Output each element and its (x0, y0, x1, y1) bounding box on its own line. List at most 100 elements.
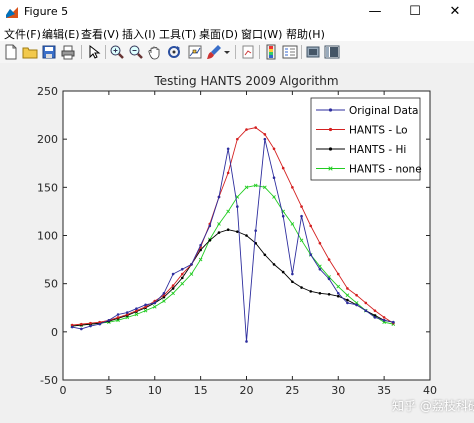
zoom-in-icon[interactable] (109, 44, 125, 60)
save-icon[interactable] (41, 44, 57, 60)
insert-legend-icon[interactable] (282, 44, 298, 60)
figure-area: Testing HANTS 2009 Algorithm 0 5 10 15 20 25 3… (0, 63, 474, 419)
data-point (125, 313, 129, 316)
rotate-3d-icon[interactable] (166, 44, 182, 60)
y-tick-label: 200 (37, 133, 58, 146)
series-line (72, 229, 394, 327)
legend-label: HANTS - none (349, 164, 422, 176)
data-point (144, 305, 147, 309)
data-point (336, 272, 340, 276)
menu-view[interactable]: 查看(V) (81, 28, 120, 41)
data-point (291, 272, 294, 276)
data-point (263, 253, 267, 257)
y-tick-label: 100 (37, 230, 58, 243)
show-plot-tools-icon[interactable] (324, 44, 340, 60)
data-point (336, 294, 340, 298)
data-point (281, 214, 285, 218)
zoom-out-icon[interactable] (128, 44, 144, 60)
data-point (263, 185, 267, 190)
data-point (171, 272, 175, 276)
maximize-button[interactable]: ☐ (409, 4, 421, 19)
data-point (217, 222, 221, 226)
toolbar-separator (235, 45, 236, 59)
data-point (272, 263, 276, 266)
data-point (171, 291, 175, 296)
menu-window[interactable]: 窗口(W) (241, 28, 283, 41)
data-point (373, 314, 377, 317)
dropdown-arrow-icon[interactable] (223, 44, 231, 60)
data-point (309, 290, 313, 293)
open-file-icon[interactable] (22, 44, 38, 60)
menu-help[interactable]: 帮助(H) (286, 28, 325, 41)
data-point (208, 224, 212, 228)
menu-desktop[interactable]: 桌面(D) (199, 28, 239, 41)
series-original-data (70, 137, 395, 343)
data-cursor-icon[interactable] (187, 44, 203, 60)
data-point (116, 316, 120, 319)
data-point (217, 195, 221, 199)
figure-toolbar (0, 41, 474, 64)
menu-tools[interactable]: 工具(T) (159, 28, 197, 41)
data-point (382, 320, 386, 325)
data-point (180, 281, 185, 286)
data-point (309, 224, 313, 228)
data-point (327, 292, 331, 296)
data-point (98, 322, 101, 326)
data-point (162, 299, 166, 303)
new-figure-icon[interactable] (3, 44, 19, 60)
insert-colorbar-icon[interactable] (263, 44, 279, 60)
data-point (171, 287, 175, 290)
legend-marker (328, 166, 333, 171)
data-point (190, 263, 193, 266)
brush-icon[interactable] (206, 44, 222, 60)
x-tick-label: 35 (377, 384, 391, 397)
minimize-button[interactable]: — (368, 4, 382, 19)
data-point (116, 318, 120, 323)
data-point (98, 320, 101, 324)
data-point (318, 267, 322, 271)
data-point (373, 316, 377, 319)
data-point (355, 293, 358, 297)
menu-insert[interactable]: 插入(I) (122, 28, 156, 41)
data-point (355, 303, 358, 307)
data-point (189, 272, 194, 276)
legend-marker (328, 127, 333, 132)
data-point (180, 267, 184, 271)
close-button[interactable]: ✕ (449, 4, 461, 19)
link-plot-icon[interactable] (240, 44, 256, 60)
y-tick-label: 0 (51, 326, 58, 339)
data-point (107, 318, 111, 322)
data-point (144, 303, 147, 307)
series-line (72, 127, 394, 326)
print-icon[interactable] (60, 44, 76, 60)
pan-icon[interactable] (147, 44, 163, 60)
x-tick-label: 30 (331, 384, 345, 397)
series-layer (70, 126, 396, 343)
data-point (254, 229, 257, 232)
hide-plot-tools-icon[interactable] (305, 44, 321, 60)
toolbar-separator (105, 45, 106, 59)
data-point (180, 272, 184, 276)
data-point (373, 309, 377, 312)
menu-edit[interactable]: 编辑(E) (42, 28, 80, 41)
data-point (80, 322, 83, 326)
legend[interactable]: Original Data HANTS - Lo HANTS - Hi HANTS -… (310, 97, 422, 181)
chart-title: Testing HANTS 2009 Algorithm (153, 74, 338, 88)
data-point (346, 301, 349, 305)
x-tick-label: 25 (285, 384, 299, 397)
data-point (291, 280, 294, 284)
data-point (318, 241, 322, 245)
toolbar-separator (301, 45, 302, 59)
data-point (125, 315, 130, 320)
data-point (80, 327, 83, 331)
data-point (180, 276, 184, 280)
pointer-icon[interactable] (86, 44, 102, 60)
y-tick-label: 250 (37, 85, 58, 98)
data-point (300, 205, 303, 208)
x-tick-label: 10 (148, 384, 162, 397)
menu-file[interactable]: 文件(F) (4, 28, 41, 41)
data-point (89, 324, 92, 328)
toolbar-separator (81, 45, 82, 59)
data-point (272, 147, 276, 151)
